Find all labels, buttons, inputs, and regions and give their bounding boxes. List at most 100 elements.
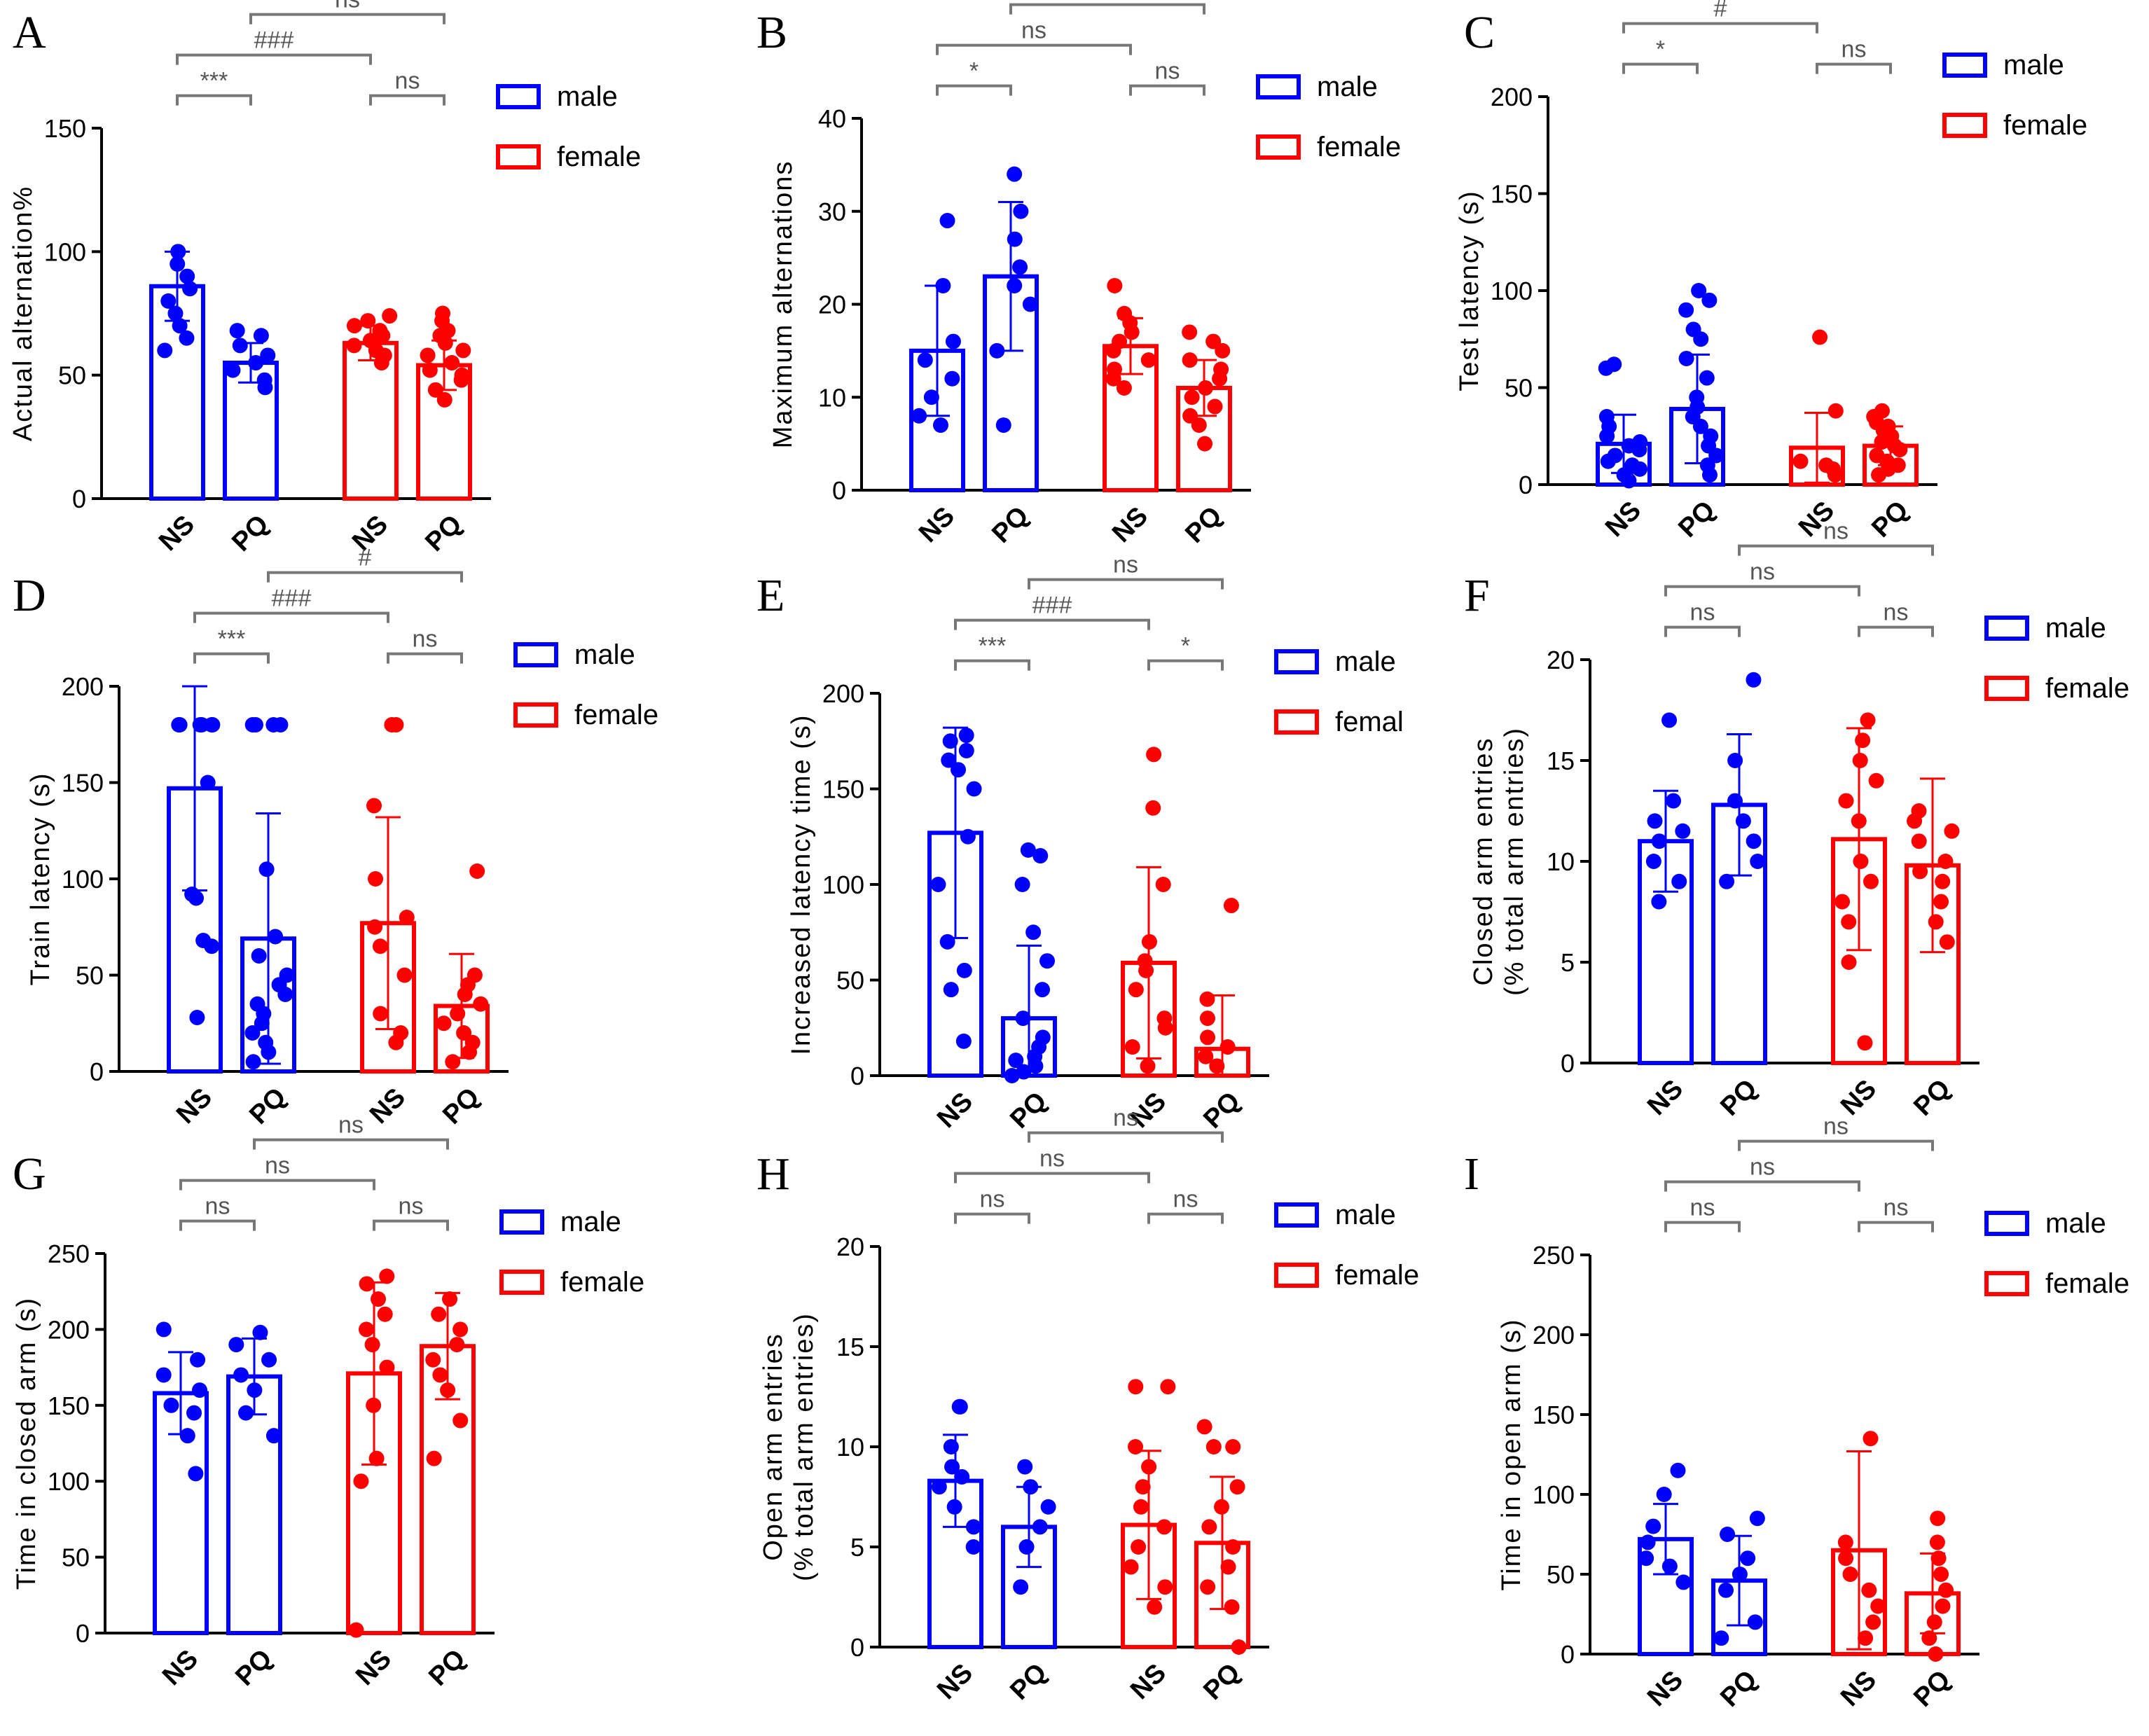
legend-label: male (2003, 50, 2064, 81)
data-point (396, 967, 413, 983)
data-point (238, 1405, 254, 1421)
y-tick-label: 0 (76, 1619, 90, 1648)
data-point (1035, 982, 1051, 998)
y-axis-label: Time in open arm (s) (1497, 1318, 1526, 1590)
data-point (1661, 1558, 1678, 1574)
data-point (1197, 436, 1213, 452)
data-point (943, 1439, 959, 1454)
data-point (454, 367, 470, 383)
significance-bracket (1816, 62, 1892, 74)
data-point (452, 1321, 469, 1338)
y-tick-label: 50 (76, 961, 104, 990)
y-tick-label: 0 (832, 476, 846, 505)
significance-label: ns (1884, 599, 1909, 626)
significance-label: ### (1088, 0, 1128, 4)
x-tick-label: NS (364, 1083, 411, 1130)
data-point (1928, 1646, 1944, 1662)
legend-label: female (2045, 1268, 2129, 1299)
data-point (944, 370, 960, 387)
data-point (1198, 1048, 1214, 1064)
data-point (1032, 1519, 1048, 1535)
y-tick-label: 15 (836, 1333, 864, 1361)
data-point (200, 775, 216, 791)
data-point (1128, 982, 1144, 998)
data-point (368, 1450, 385, 1466)
legend-label: male (1317, 71, 1378, 102)
data-point (1746, 672, 1762, 688)
data-point (372, 323, 388, 339)
data-point (1017, 1459, 1033, 1475)
data-point (911, 408, 927, 424)
data-point (456, 1025, 472, 1041)
data-point (1182, 408, 1198, 424)
data-point (1857, 1035, 1873, 1051)
panel-letter: F (1464, 570, 1490, 621)
data-point (931, 1479, 947, 1495)
x-tick-label: NS (171, 1083, 218, 1130)
y-axis-label: Increased latency time (s) (787, 714, 816, 1055)
data-point (368, 871, 384, 887)
significance-bracket (1858, 625, 1934, 637)
legend-swatch (1274, 1202, 1319, 1228)
x-tick-label: PQ (1004, 1086, 1053, 1134)
significance-label: ns (1750, 559, 1775, 585)
y-tick-label: 100 (1533, 1480, 1575, 1509)
legend-swatch (1984, 1271, 2029, 1296)
data-point (420, 347, 436, 363)
data-point (253, 328, 269, 344)
data-point (1935, 1598, 1951, 1614)
data-point (1147, 1599, 1163, 1615)
y-tick-label: 40 (818, 104, 846, 133)
data-point (1039, 953, 1055, 969)
data-point (1182, 352, 1198, 368)
y-tick-label: 20 (1547, 646, 1575, 674)
y-axis-label: (% total arm entries) (789, 1312, 819, 1581)
x-tick-label: PQ (1004, 1658, 1053, 1706)
data-point (1735, 813, 1751, 829)
data-point (1012, 259, 1028, 275)
legend-label: female (1335, 1260, 1419, 1291)
data-point (1691, 283, 1707, 298)
data-point (1199, 1011, 1215, 1027)
legend-swatch (496, 144, 541, 169)
data-point (1607, 447, 1623, 464)
data-point (455, 342, 471, 359)
x-tick-label: NS (153, 510, 200, 557)
data-point (1015, 1011, 1031, 1027)
data-point (1107, 277, 1123, 293)
data-point (1740, 1550, 1756, 1567)
data-point (1016, 1064, 1032, 1080)
significance-label: ### (272, 585, 312, 612)
data-point (362, 333, 378, 349)
data-point (1123, 1559, 1139, 1575)
y-tick-label: 200 (822, 679, 864, 708)
x-tick-label: NS (1642, 1665, 1689, 1712)
data-point (399, 910, 415, 925)
data-point (966, 781, 982, 797)
data-point (426, 1450, 442, 1466)
data-point (1008, 1053, 1024, 1069)
significance-label: *** (979, 633, 1007, 660)
legend-swatch (1274, 709, 1319, 735)
data-point (995, 417, 1011, 433)
data-point (935, 277, 951, 293)
data-point (1225, 1539, 1241, 1555)
y-tick-label: 100 (1491, 277, 1533, 305)
data-point (1032, 848, 1049, 864)
data-point (1140, 1058, 1156, 1074)
x-tick-label: NS (350, 1644, 397, 1691)
data-point (1838, 1550, 1854, 1567)
significance-bracket (1858, 1221, 1934, 1232)
data-point (1598, 409, 1615, 425)
data-point (1022, 296, 1038, 312)
data-point (170, 244, 186, 260)
data-point (1855, 732, 1871, 749)
y-axis-label: Maximum alternations (768, 160, 798, 449)
data-point (1025, 924, 1042, 940)
data-point (1200, 1579, 1216, 1595)
y-axis-label: (% total arm entries) (1500, 727, 1529, 996)
significance-bracket (1147, 659, 1224, 671)
significance-bracket (253, 1138, 449, 1150)
x-tick-label: PQ (1180, 501, 1228, 549)
